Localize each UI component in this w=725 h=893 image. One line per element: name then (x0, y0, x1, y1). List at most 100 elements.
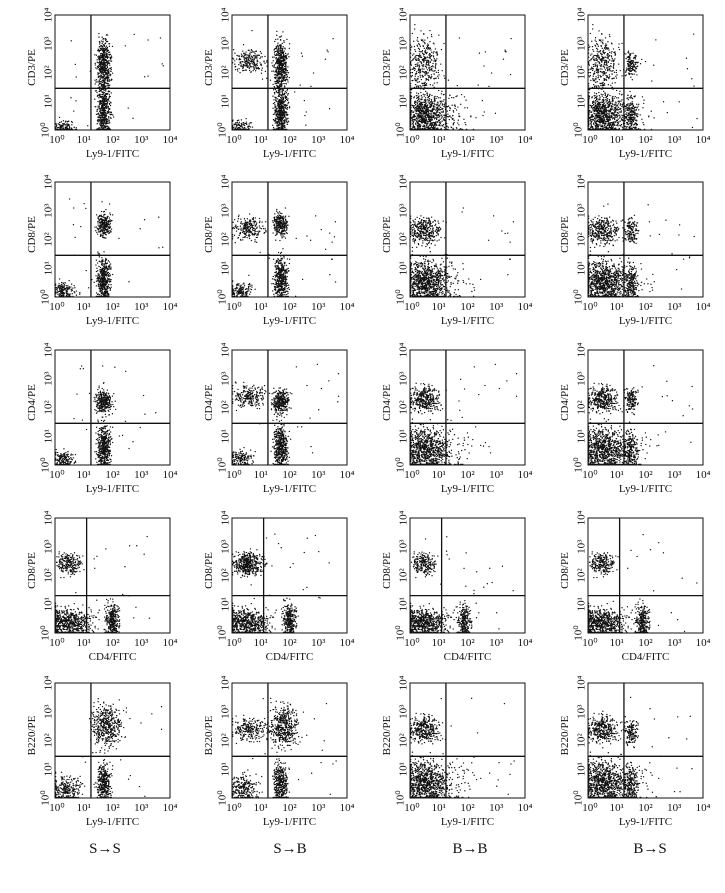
x-tick-label: 10² (460, 637, 475, 649)
y-tick-label: 10¹ (220, 762, 232, 776)
y-axis-label: CD8/PE (559, 216, 571, 253)
x-tick-label: 10³ (311, 301, 326, 313)
dot-cloud (231, 363, 340, 466)
y-tick-label: 10² (398, 232, 410, 247)
y-tick-label: 10³ (220, 36, 232, 51)
y-tick-label: 10² (220, 568, 232, 583)
x-tick-label: 10⁰ (226, 469, 242, 481)
y-tick-label: 10⁰ (217, 625, 229, 641)
x-tick-label: 10³ (134, 469, 149, 481)
x-tick-label: 10³ (311, 802, 326, 814)
x-tick-label: 10² (638, 134, 653, 146)
y-tick-label: 10¹ (398, 429, 410, 443)
x-axis-label: Ly9-1/FITC (619, 148, 672, 160)
x-tick-label: 10⁰ (582, 301, 598, 313)
y-tick-label: 10¹ (576, 762, 588, 776)
y-tick-label: 10⁴ (398, 675, 410, 690)
y-tick-label: 10¹ (43, 94, 55, 108)
y-tick-label: 10⁴ (43, 7, 55, 22)
y-tick-label: 10⁴ (43, 342, 55, 357)
x-tick-label: 10⁴ (696, 134, 711, 146)
x-tick-label: 10⁴ (163, 469, 178, 481)
y-tick-label: 10² (220, 232, 232, 247)
dot-cloud (587, 533, 698, 634)
x-tick-label: 10⁰ (49, 134, 65, 146)
plot-frame (231, 181, 348, 298)
y-axis-label: B220/PE (203, 715, 215, 755)
x-tick-label: 10³ (489, 134, 504, 146)
dot-cloud (587, 365, 694, 466)
x-tick-label: 10³ (667, 802, 682, 814)
y-tick-label: 10³ (43, 704, 55, 719)
x-tick-label: 10¹ (77, 637, 91, 649)
y-tick-label: 10³ (398, 203, 410, 218)
x-tick-label: 10⁰ (226, 637, 242, 649)
x-axis-label: CD4/FITC (622, 651, 670, 663)
y-tick-label: 10⁴ (220, 174, 232, 189)
plot-frame (54, 682, 171, 799)
dot-cloud (54, 698, 163, 799)
x-tick-label: 10⁰ (226, 301, 242, 313)
x-tick-label: 10¹ (254, 469, 268, 481)
x-tick-label: 10¹ (432, 301, 446, 313)
x-tick-label: 10¹ (77, 134, 91, 146)
x-tick-label: 10⁰ (49, 469, 65, 481)
y-tick-label: 10² (576, 400, 588, 415)
y-tick-label: 10² (220, 400, 232, 415)
plot-frame (54, 181, 171, 298)
x-axis-label: Ly9-1/FITC (441, 483, 494, 495)
x-tick-label: 10¹ (432, 134, 446, 146)
x-axis-label: Ly9-1/FITC (441, 816, 494, 828)
y-tick-label: 10² (43, 400, 55, 415)
column-label: B→S (633, 841, 666, 857)
x-tick-label: 10⁴ (696, 637, 711, 649)
x-axis-label: Ly9-1/FITC (441, 315, 494, 327)
x-tick-label: 10¹ (254, 802, 268, 814)
y-tick-label: 10¹ (398, 94, 410, 108)
y-tick-label: 10² (43, 65, 55, 80)
y-tick-label: 10⁴ (398, 174, 410, 189)
y-axis-label: CD4/PE (559, 384, 571, 421)
x-tick-label: 10¹ (77, 802, 91, 814)
plot-frame (231, 14, 348, 131)
y-tick-label: 10⁴ (220, 675, 232, 690)
y-axis-label: CD3/PE (381, 49, 393, 86)
x-tick-label: 10² (282, 134, 297, 146)
dot-cloud (409, 363, 518, 466)
column-label: B→B (452, 841, 487, 857)
y-tick-label: 10¹ (398, 762, 410, 776)
y-tick-label: 10³ (220, 371, 232, 386)
x-tick-label: 10¹ (254, 637, 268, 649)
x-tick-label: 10⁴ (518, 802, 533, 814)
y-tick-label: 10¹ (43, 261, 55, 275)
x-tick-label: 10⁰ (49, 802, 65, 814)
y-tick-label: 10⁰ (217, 122, 229, 138)
x-tick-label: 10¹ (432, 637, 446, 649)
x-tick-label: 10³ (311, 134, 326, 146)
dot-cloud (409, 697, 515, 799)
y-tick-label: 10² (398, 65, 410, 80)
y-tick-label: 10³ (43, 36, 55, 51)
y-tick-label: 10² (398, 400, 410, 415)
plot-frame (409, 14, 526, 131)
x-axis-label: Ly9-1/FITC (86, 483, 139, 495)
x-axis-label: Ly9-1/FITC (619, 816, 672, 828)
x-tick-label: 10⁰ (226, 134, 242, 146)
y-axis-label: B220/PE (559, 715, 571, 755)
y-axis-label: CD8/PE (26, 552, 38, 589)
column-label: S→S (89, 841, 121, 857)
y-tick-label: 10¹ (220, 94, 232, 108)
y-tick-label: 10¹ (43, 597, 55, 611)
y-tick-label: 10⁴ (398, 342, 410, 357)
x-axis-label: Ly9-1/FITC (263, 148, 316, 160)
y-tick-label: 10⁰ (217, 289, 229, 305)
x-tick-label: 10² (282, 301, 297, 313)
x-axis-label: Ly9-1/FITC (263, 816, 316, 828)
x-tick-label: 10¹ (610, 469, 624, 481)
y-tick-label: 10² (220, 733, 232, 748)
y-tick-label: 10² (576, 65, 588, 80)
x-tick-label: 10² (638, 301, 653, 313)
x-axis-label: CD4/FITC (444, 651, 492, 663)
y-tick-label: 10⁴ (220, 510, 232, 525)
y-tick-label: 10² (43, 232, 55, 247)
